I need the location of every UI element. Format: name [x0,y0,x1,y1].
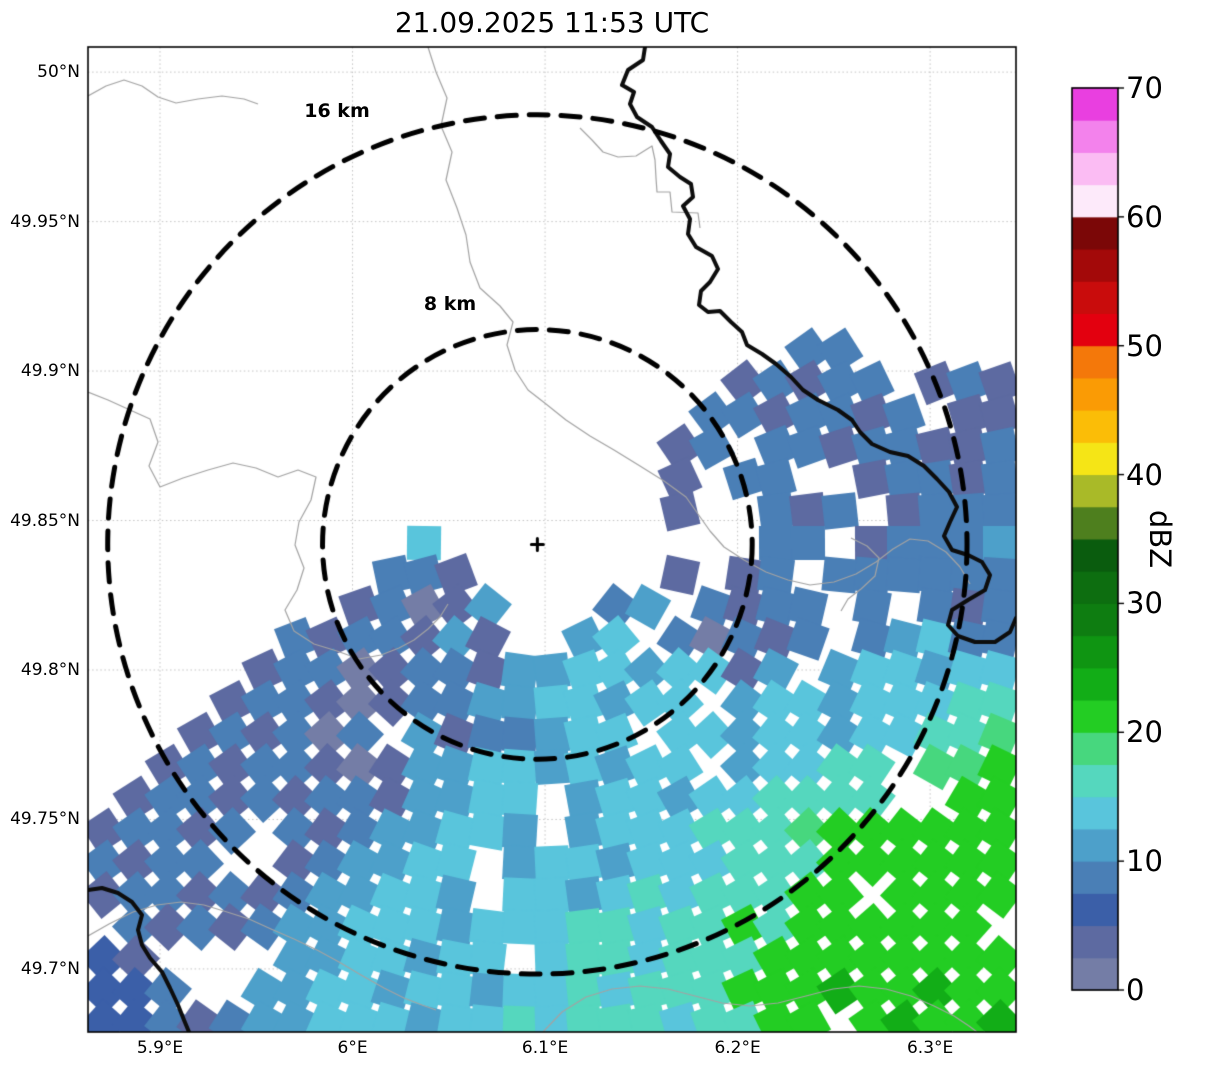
colorbar-tick-label: 0 [1126,973,1145,1007]
range-ring-label: 16 km [304,100,370,122]
colorbar-tick-label: 50 [1126,328,1163,363]
colorbar-tick-label: 10 [1126,844,1163,879]
lon-tick-label: 6.2°E [714,1038,761,1058]
colorbar-tick-label: 70 [1126,71,1163,105]
lat-tick-label: 49.9°N [20,361,80,382]
plot-title: 21.09.2025 11:53 UTC [394,6,710,39]
range-ring-label: 8 km [423,293,477,315]
lat-tick-label: 49.8°N [20,659,80,680]
lat-tick-label: 50°N [37,62,80,83]
lat-tick-label: 49.75°N [10,809,80,830]
colorbar-tick-label: 60 [1126,199,1163,234]
lon-tick-label: 6.3°E [906,1038,954,1058]
colorbar-tick-label: 40 [1126,457,1163,492]
colorbar-unit-label: dBZ [1143,509,1177,569]
lat-tick-label: 49.7°N [20,958,80,979]
lon-tick-label: 6.1°E [521,1038,569,1058]
lon-tick-label: 6°E [337,1038,368,1058]
lon-tick-label: 5.9°E [136,1038,184,1058]
colorbar-tick-label: 20 [1126,715,1163,750]
colorbar-tick-label: 30 [1126,586,1163,621]
lat-tick-label: 49.95°N [10,211,80,232]
lat-tick-label: 49.85°N [10,510,80,531]
